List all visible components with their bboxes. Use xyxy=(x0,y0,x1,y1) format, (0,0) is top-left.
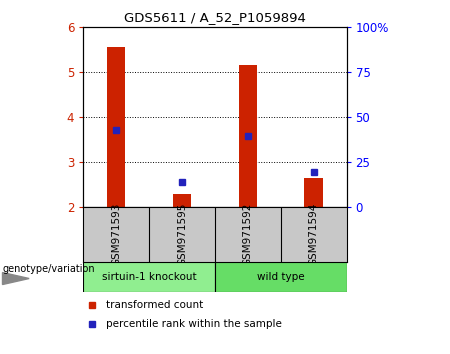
Title: GDS5611 / A_52_P1059894: GDS5611 / A_52_P1059894 xyxy=(124,11,306,24)
Bar xyxy=(215,262,346,292)
Text: wild type: wild type xyxy=(257,272,305,282)
Bar xyxy=(238,65,257,207)
Bar xyxy=(304,178,323,207)
Text: sirtuin-1 knockout: sirtuin-1 knockout xyxy=(102,272,196,282)
Text: transformed count: transformed count xyxy=(106,300,203,310)
Text: genotype/variation: genotype/variation xyxy=(3,264,95,274)
Text: percentile rank within the sample: percentile rank within the sample xyxy=(106,319,282,329)
Bar xyxy=(173,194,191,207)
Text: GSM971592: GSM971592 xyxy=(243,203,253,266)
Polygon shape xyxy=(3,273,29,285)
Text: GSM971594: GSM971594 xyxy=(309,203,319,266)
Text: GSM971593: GSM971593 xyxy=(111,203,121,266)
Bar xyxy=(107,47,126,207)
Text: GSM971595: GSM971595 xyxy=(177,203,187,266)
Bar xyxy=(83,262,215,292)
